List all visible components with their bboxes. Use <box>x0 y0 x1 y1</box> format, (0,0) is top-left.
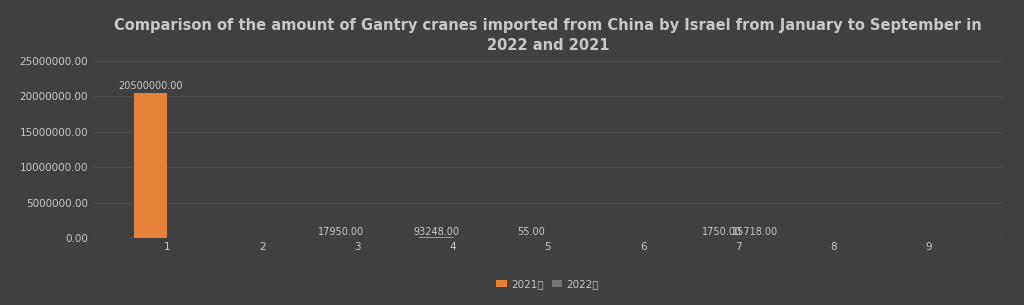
Bar <box>419 237 453 238</box>
Text: 93248.00: 93248.00 <box>413 227 459 237</box>
Text: 55.00: 55.00 <box>517 227 545 237</box>
Text: 15718.00: 15718.00 <box>732 227 778 237</box>
Text: 17950.00: 17950.00 <box>317 227 364 237</box>
Title: Comparison of the amount of Gantry cranes imported from China by Israel from Jan: Comparison of the amount of Gantry crane… <box>114 18 982 53</box>
Text: 1750.00: 1750.00 <box>701 227 741 237</box>
Legend: 2021年, 2022年: 2021年, 2022年 <box>493 275 603 293</box>
Bar <box>133 93 167 238</box>
Text: 20500000.00: 20500000.00 <box>118 81 182 91</box>
